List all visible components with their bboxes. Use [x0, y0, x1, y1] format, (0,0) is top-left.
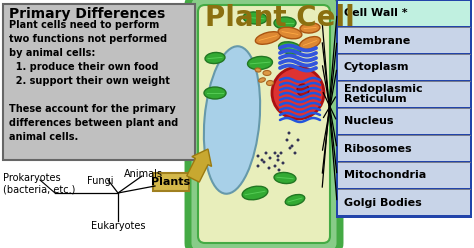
Circle shape — [267, 166, 271, 169]
Ellipse shape — [255, 68, 261, 72]
Ellipse shape — [266, 81, 273, 86]
Ellipse shape — [274, 172, 296, 184]
Circle shape — [276, 158, 280, 161]
Text: Cell Wall *: Cell Wall * — [344, 8, 408, 19]
Circle shape — [272, 67, 324, 119]
Text: Cytoplasm: Cytoplasm — [344, 62, 410, 72]
Text: Membrane: Membrane — [344, 35, 410, 45]
Circle shape — [297, 84, 309, 96]
FancyArrow shape — [187, 149, 211, 182]
Text: Plants: Plants — [151, 177, 191, 187]
Circle shape — [293, 152, 297, 155]
Ellipse shape — [204, 87, 226, 99]
Ellipse shape — [259, 78, 265, 82]
Ellipse shape — [242, 186, 268, 200]
Ellipse shape — [279, 42, 301, 54]
Circle shape — [256, 155, 259, 157]
Text: Mitochondria: Mitochondria — [344, 171, 426, 181]
FancyBboxPatch shape — [198, 5, 330, 243]
Ellipse shape — [243, 12, 267, 24]
Circle shape — [276, 155, 280, 157]
Text: Eukaryotes: Eukaryotes — [91, 221, 145, 231]
Text: Plant Cell: Plant Cell — [205, 4, 355, 32]
Text: Prokaryotes
(bacteria, etc.): Prokaryotes (bacteria, etc.) — [3, 173, 75, 195]
Text: Primary Differences: Primary Differences — [9, 7, 165, 21]
Circle shape — [282, 161, 284, 164]
Circle shape — [280, 152, 283, 155]
FancyBboxPatch shape — [188, 0, 340, 248]
FancyBboxPatch shape — [3, 4, 195, 160]
Text: Endoplasmic
Reticulum: Endoplasmic Reticulum — [344, 85, 423, 104]
Circle shape — [268, 156, 272, 159]
FancyBboxPatch shape — [153, 173, 189, 191]
FancyBboxPatch shape — [336, 0, 472, 218]
Circle shape — [273, 164, 276, 167]
Circle shape — [288, 131, 291, 134]
FancyBboxPatch shape — [338, 28, 470, 53]
Text: Animals: Animals — [124, 169, 163, 179]
FancyBboxPatch shape — [338, 82, 470, 107]
Circle shape — [256, 164, 259, 167]
Circle shape — [263, 160, 265, 163]
FancyBboxPatch shape — [338, 163, 470, 188]
Text: Ribosomes: Ribosomes — [344, 144, 411, 154]
Ellipse shape — [300, 23, 320, 33]
Circle shape — [289, 147, 292, 150]
Ellipse shape — [205, 53, 225, 63]
FancyBboxPatch shape — [338, 136, 470, 161]
FancyBboxPatch shape — [338, 109, 470, 134]
Ellipse shape — [274, 17, 296, 29]
Circle shape — [297, 138, 300, 142]
Circle shape — [261, 158, 264, 161]
Ellipse shape — [204, 46, 260, 194]
FancyBboxPatch shape — [338, 190, 470, 215]
Circle shape — [291, 145, 293, 148]
Ellipse shape — [285, 194, 305, 206]
Text: Plant cells need to perform
two functions not performed
by animal cells:
  1. pr: Plant cells need to perform two function… — [9, 20, 178, 142]
FancyBboxPatch shape — [338, 1, 470, 26]
Circle shape — [285, 138, 289, 142]
FancyBboxPatch shape — [338, 55, 470, 80]
Text: Fungi: Fungi — [87, 176, 113, 186]
Ellipse shape — [263, 70, 271, 75]
Text: Golgi Bodies: Golgi Bodies — [344, 197, 422, 208]
Circle shape — [264, 152, 267, 155]
Ellipse shape — [300, 37, 320, 49]
Circle shape — [277, 168, 281, 172]
Circle shape — [273, 152, 276, 155]
Ellipse shape — [247, 57, 273, 70]
Ellipse shape — [255, 32, 281, 44]
Ellipse shape — [278, 27, 302, 39]
Text: Nucleus: Nucleus — [344, 117, 393, 126]
